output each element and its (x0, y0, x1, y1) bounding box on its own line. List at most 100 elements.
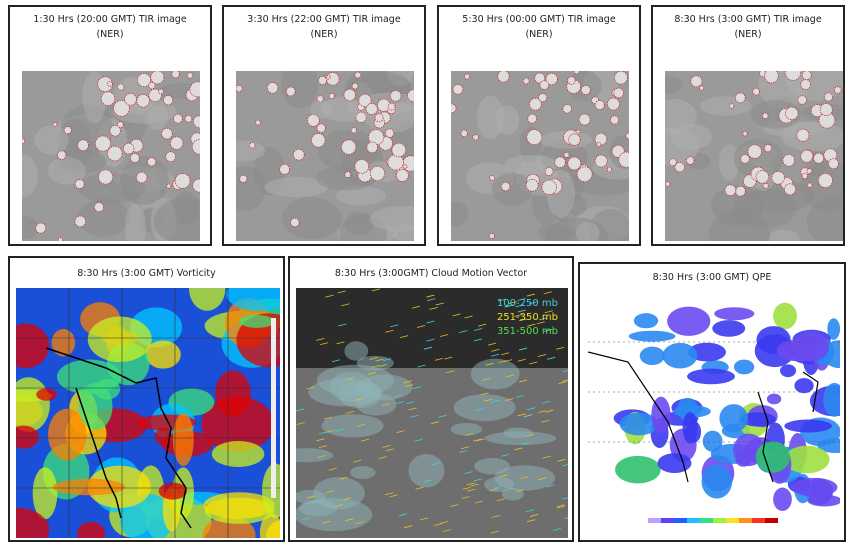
colorbar-cell (648, 518, 661, 523)
cloud (151, 71, 164, 84)
legend-entry: 251-350 mb (497, 312, 558, 323)
cloud (801, 150, 813, 162)
cloud (802, 71, 811, 80)
cloud (814, 153, 824, 163)
cloud (123, 143, 134, 154)
cloud (98, 170, 112, 184)
cloud (542, 180, 557, 195)
tir-image (22, 71, 200, 241)
cloud (57, 151, 66, 160)
texture (282, 197, 342, 239)
field (53, 479, 126, 496)
rain (714, 307, 754, 320)
cloud (699, 86, 703, 90)
field (36, 388, 57, 400)
cloud (117, 122, 123, 128)
panel-title: 8:30 Hrs (3:00 GMT) QPE (580, 272, 844, 283)
cloud (280, 164, 290, 174)
cloud (341, 140, 355, 154)
cloud (527, 130, 542, 145)
colorbar-cell (739, 518, 752, 523)
rain (719, 404, 748, 432)
cloud (691, 76, 702, 87)
rain (794, 378, 813, 393)
cloud (118, 84, 124, 90)
rain (667, 307, 710, 336)
colorbar (271, 318, 276, 498)
cloud (149, 82, 156, 89)
cloud (317, 124, 326, 133)
cloud (267, 83, 278, 94)
cloud (377, 99, 390, 112)
cloud (166, 152, 176, 162)
panel-title: 8:30 Hrs (3:00GMT) Cloud Motion Vector (290, 268, 572, 279)
cloud (345, 172, 351, 178)
rain (687, 369, 735, 385)
rain (658, 453, 692, 473)
field (52, 329, 76, 356)
panel-subtitle: (NER) (653, 29, 843, 40)
panel-subtitle: (NER) (224, 29, 424, 40)
cloud (568, 157, 581, 170)
qpe-panel: 8:30 Hrs (3:00 GMT) QPE (578, 262, 846, 542)
cloud (408, 454, 444, 487)
cloud (461, 130, 468, 137)
cloud (741, 154, 750, 163)
cmv-map: 100-250 mb251-350 mb351-500 mb (296, 288, 568, 538)
cloud (729, 104, 733, 108)
cloud (834, 87, 841, 94)
colorbar-cell (661, 518, 674, 523)
cloud (64, 127, 71, 134)
cloud (465, 74, 470, 79)
cloud (595, 100, 604, 109)
colorbar-cell (713, 518, 726, 523)
rain (703, 431, 723, 452)
cloud (375, 114, 383, 122)
cloud (94, 203, 103, 212)
cloud (390, 91, 401, 102)
rain (712, 320, 745, 337)
cloud (748, 145, 762, 159)
cloud (471, 359, 520, 390)
colorbar-cell (726, 518, 739, 523)
cloud (772, 171, 785, 184)
field (173, 413, 194, 466)
colorbar-cell (765, 518, 778, 523)
cloud (95, 136, 110, 151)
cloud (311, 133, 325, 147)
legend-entry: 100-250 mb (497, 298, 558, 309)
field (215, 370, 251, 416)
cloud (490, 175, 495, 180)
rain (777, 339, 820, 361)
cloud (597, 142, 601, 146)
cloud (735, 186, 745, 196)
rain (702, 464, 733, 498)
cloud (293, 149, 304, 160)
cloud (545, 168, 553, 176)
cloud (249, 143, 255, 149)
cloud (785, 107, 798, 120)
texture (492, 173, 533, 206)
colorbar-cell (674, 518, 687, 523)
cloud (595, 155, 607, 167)
texture (34, 125, 68, 154)
cloud (163, 95, 172, 104)
vorticity-panel: 8:30 Hrs (3:00 GMT) Vorticity (8, 256, 285, 542)
cloud (286, 87, 295, 96)
field (159, 483, 187, 500)
cloud (352, 83, 358, 89)
cloud (802, 173, 808, 179)
cloud (607, 98, 619, 110)
cloud (568, 77, 576, 85)
rain (767, 394, 781, 405)
cloud (743, 131, 748, 136)
cloud (162, 128, 173, 139)
cloud (326, 75, 330, 79)
texture (477, 96, 504, 139)
cloud (236, 85, 242, 91)
tir-image (451, 71, 629, 241)
panel-title: 1:30 Hrs (20:00 GMT) TIR image (10, 14, 210, 25)
cloud (501, 182, 510, 191)
cloud (296, 498, 372, 531)
cloud (125, 93, 137, 105)
